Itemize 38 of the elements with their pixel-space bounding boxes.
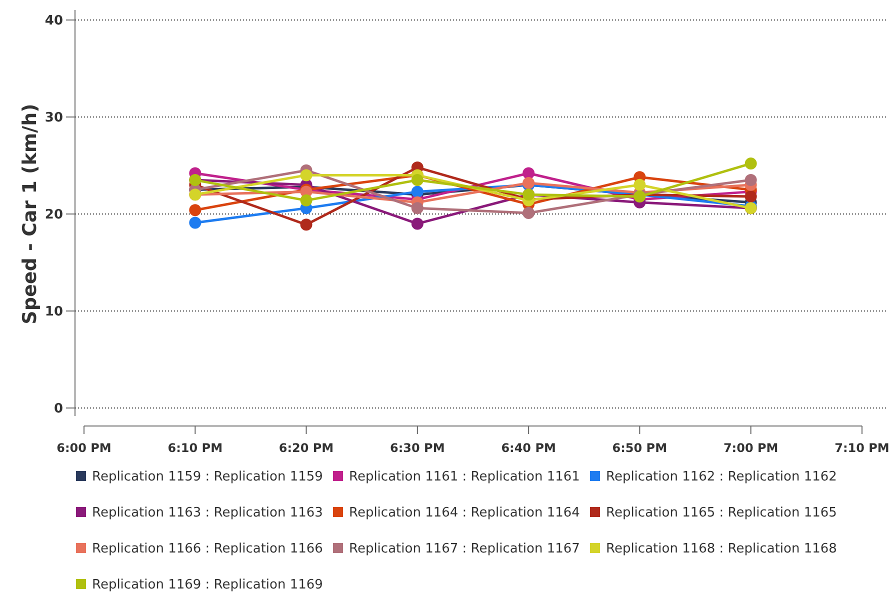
x-tick-label: 7:10 PM xyxy=(834,441,890,455)
point xyxy=(300,169,312,182)
x-tick-label: 6:30 PM xyxy=(390,441,445,455)
point xyxy=(744,158,757,170)
point xyxy=(189,204,202,216)
legend-label: Replication 1166 : Replication 1166 xyxy=(92,542,323,557)
point xyxy=(744,190,757,203)
point xyxy=(522,207,535,220)
x-tick-label: 7:00 PM xyxy=(723,441,778,455)
y-axis-title: Speed - Car 1 (km/h) xyxy=(19,104,41,324)
x-tick-label: 6:00 PM xyxy=(56,441,112,455)
legend-label: Replication 1161 : Replication 1161 xyxy=(349,470,580,485)
y-tick-label: 0 xyxy=(54,402,63,417)
legend-label: Replication 1169 : Replication 1169 xyxy=(92,578,323,592)
x-tick-label: 6:10 PM xyxy=(168,441,223,455)
y-tick-label: 40 xyxy=(44,14,63,29)
legend-label: Replication 1164 : Replication 1164 xyxy=(349,506,580,521)
legend-label: Replication 1159 : Replication 1159 xyxy=(92,470,323,485)
point xyxy=(411,218,424,230)
x-tick-label: 6:40 PM xyxy=(501,441,556,455)
x-tick-label: 6:50 PM xyxy=(612,441,668,455)
point xyxy=(189,216,202,229)
x-tick-label: 6:20 PM xyxy=(278,441,334,455)
point xyxy=(744,174,757,186)
legend-label: Replication 1168 : Replication 1168 xyxy=(606,542,837,557)
point xyxy=(300,194,312,206)
point xyxy=(411,186,424,198)
y-tick-label: 10 xyxy=(44,304,63,320)
legend-label: Replication 1165 : Replication 1165 xyxy=(606,506,837,521)
y-tick-label: 30 xyxy=(44,110,63,126)
point xyxy=(411,174,424,186)
y-tick-label: 20 xyxy=(44,208,63,223)
legend-label: Replication 1167 : Replication 1167 xyxy=(349,542,580,557)
legend-label: Replication 1162 : Replication 1162 xyxy=(606,470,837,485)
point xyxy=(634,178,646,191)
point xyxy=(300,218,312,231)
point xyxy=(411,202,424,214)
legend-label: Replication 1163 : Replication 1163 xyxy=(92,506,323,521)
